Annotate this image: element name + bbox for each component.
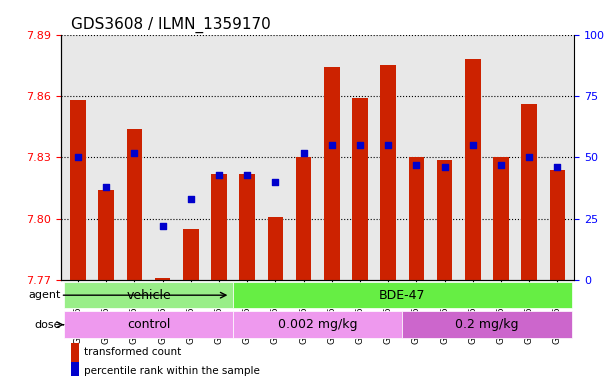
Point — [186, 196, 196, 202]
Bar — [183, 229, 199, 280]
Point — [552, 164, 562, 170]
Point — [101, 184, 111, 190]
Bar — [211, 174, 227, 280]
Bar — [296, 157, 312, 280]
Bar — [353, 98, 368, 280]
Bar — [409, 157, 424, 280]
Bar — [465, 59, 481, 280]
Bar — [233, 282, 571, 308]
Bar — [126, 129, 142, 280]
Point — [468, 142, 478, 148]
Text: agent: agent — [28, 290, 60, 300]
Bar — [240, 174, 255, 280]
Text: 0.002 mg/kg: 0.002 mg/kg — [278, 318, 357, 331]
Bar — [521, 104, 537, 280]
Bar — [381, 65, 396, 280]
Point — [299, 149, 309, 156]
Text: vehicle: vehicle — [126, 289, 171, 302]
Point — [271, 179, 280, 185]
Bar — [402, 311, 571, 338]
Bar — [550, 170, 565, 280]
Bar — [233, 311, 402, 338]
Point — [355, 142, 365, 148]
Bar — [64, 311, 233, 338]
Point — [73, 154, 83, 161]
Bar — [324, 67, 340, 280]
Point — [130, 149, 139, 156]
Point — [214, 172, 224, 178]
Point — [158, 223, 167, 229]
Point — [412, 162, 422, 168]
Text: dose: dose — [34, 320, 60, 330]
Point — [243, 172, 252, 178]
Text: 0.2 mg/kg: 0.2 mg/kg — [455, 318, 519, 331]
Bar — [98, 190, 114, 280]
Point — [383, 142, 393, 148]
Text: transformed count: transformed count — [84, 348, 181, 358]
Bar — [71, 362, 79, 380]
Bar — [493, 157, 509, 280]
Bar — [268, 217, 283, 280]
Point — [327, 142, 337, 148]
Bar — [70, 100, 86, 280]
Point — [524, 154, 534, 161]
Text: GDS3608 / ILMN_1359170: GDS3608 / ILMN_1359170 — [71, 17, 271, 33]
Bar — [437, 159, 452, 280]
Text: BDE-47: BDE-47 — [379, 289, 426, 302]
Point — [440, 164, 450, 170]
Bar — [155, 278, 170, 280]
Bar — [64, 282, 233, 308]
Text: percentile rank within the sample: percentile rank within the sample — [84, 366, 260, 376]
Bar — [71, 343, 79, 362]
Point — [496, 162, 506, 168]
Text: control: control — [127, 318, 170, 331]
